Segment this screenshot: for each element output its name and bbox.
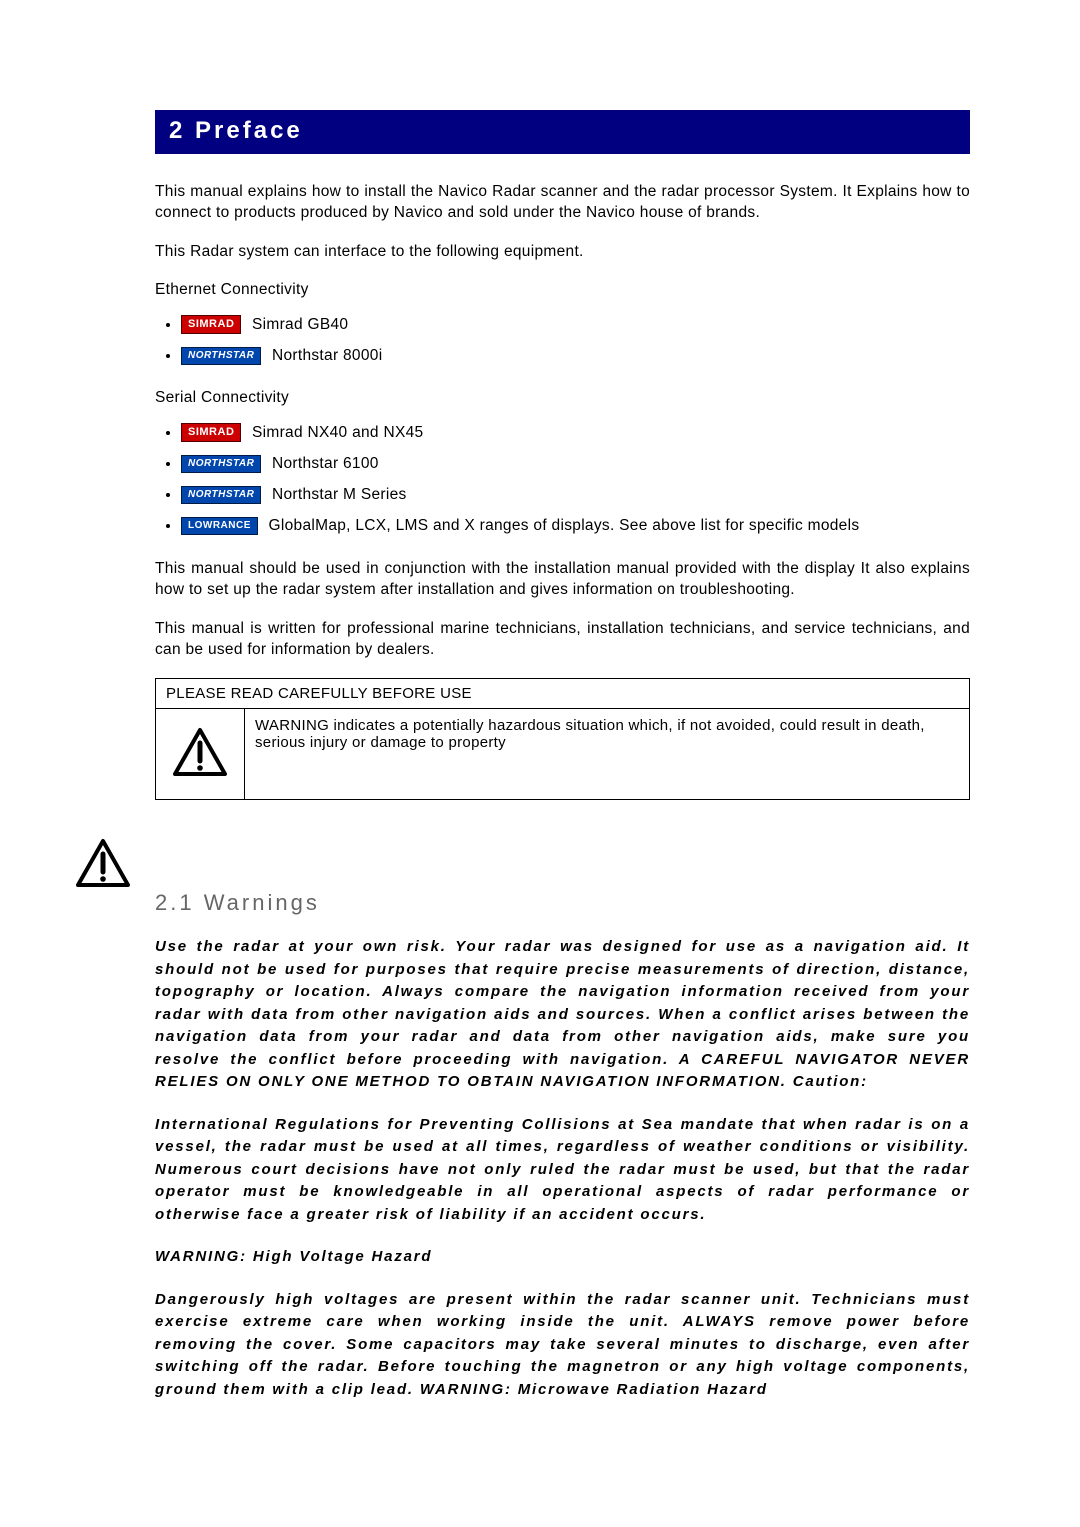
list-item: SIMRAD Simrad NX40 and NX45 [181,417,970,448]
northstar-badge-icon: NORTHSTAR [181,455,261,473]
page: 2 Preface This manual explains how to in… [0,0,1080,1527]
warning-triangle-icon [75,838,131,888]
list-item: LOWRANCE GlobalMap, LCX, LMS and X range… [181,510,970,541]
intro-paragraph-2: This Radar system can interface to the f… [155,242,970,263]
warning-box: PLEASE READ CAREFULLY BEFORE USE WARNING… [155,678,970,800]
list-item-label: Northstar M Series [272,486,407,503]
subsection-title: Warnings [204,890,320,915]
list-item-label: Northstar 6100 [272,455,379,472]
warning-box-icon-cell [156,709,245,800]
serial-list: SIMRAD Simrad NX40 and NX45 NORTHSTAR No… [155,417,970,541]
list-item: SIMRAD Simrad GB40 [181,309,970,340]
list-item: NORTHSTAR Northstar 8000i [181,340,970,371]
northstar-badge-icon: NORTHSTAR [181,486,261,504]
after-lists-paragraph-2: This manual is written for professional … [155,619,970,661]
simrad-badge-icon: SIMRAD [181,423,241,442]
warning-box-head: PLEASE READ CAREFULLY BEFORE USE [156,679,970,709]
ethernet-list: SIMRAD Simrad GB40 NORTHSTAR Northstar 8… [155,309,970,371]
intro-paragraph-1: This manual explains how to install the … [155,182,970,224]
subsection-header: 2.1 Warnings [155,890,970,916]
northstar-badge-icon: NORTHSTAR [181,347,261,365]
ethernet-heading: Ethernet Connectivity [155,281,970,299]
margin-warning-icon [75,838,131,893]
warnings-paragraph-2: International Regulations for Preventing… [155,1114,970,1227]
list-item: NORTHSTAR Northstar 6100 [181,448,970,479]
section-number: 2 [169,117,185,144]
warnings-paragraph-1: Use the radar at your own risk. Your rad… [155,936,970,1094]
simrad-badge-icon: SIMRAD [181,315,241,334]
list-item-label: Simrad GB40 [252,316,348,333]
section-header: 2 Preface [155,110,970,154]
serial-heading: Serial Connectivity [155,389,970,407]
section-title: Preface [195,117,303,144]
list-item: NORTHSTAR Northstar M Series [181,479,970,510]
lowrance-badge-icon: LOWRANCE [181,517,258,535]
list-item-label: GlobalMap, LCX, LMS and X ranges of disp… [269,517,860,534]
after-lists-paragraph-1: This manual should be used in conjunctio… [155,559,970,601]
warning-box-body: WARNING indicates a potentially hazardou… [245,709,970,800]
list-item-label: Simrad NX40 and NX45 [252,424,423,441]
list-item-label: Northstar 8000i [272,347,382,364]
warnings-paragraph-4: Dangerously high voltages are present wi… [155,1289,970,1402]
warning-triangle-icon [172,727,228,777]
subsection-number: 2.1 [155,890,195,915]
warnings-paragraph-3: WARNING: High Voltage Hazard [155,1246,970,1269]
